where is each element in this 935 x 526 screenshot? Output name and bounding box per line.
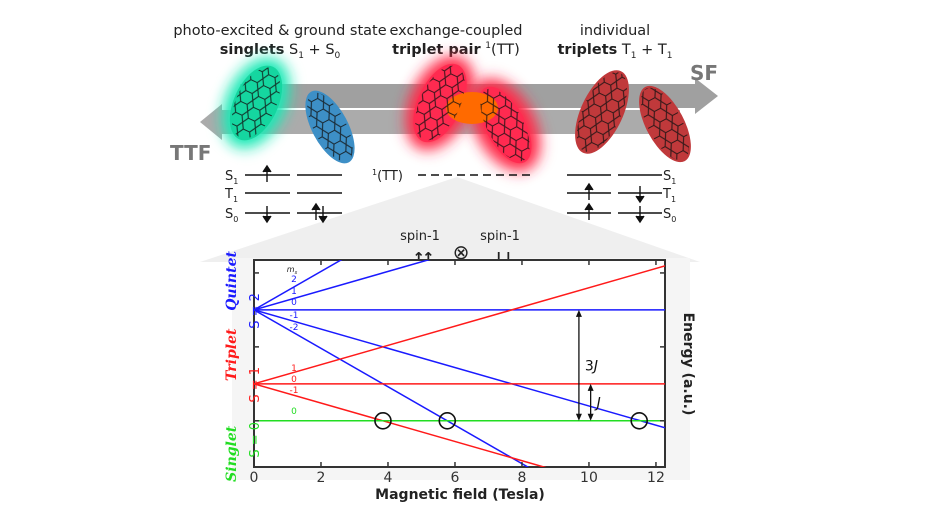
molecules — [222, 55, 691, 172]
ms-label: 0 — [291, 407, 297, 417]
heading-triplets-line1: individual — [580, 23, 650, 39]
x-axis-label: Magnetic field (Tesla) — [375, 487, 545, 503]
y-axis-label: Energy (a.u.) — [680, 313, 696, 416]
heading-singlets-line2: singlets S1 + S0 — [220, 42, 341, 61]
ms-header: ms — [287, 265, 298, 276]
x-tick-label: 2 — [317, 470, 326, 486]
ms-label: 0 — [291, 375, 297, 385]
heading-triplets-line2: triplets T1 + T1 — [558, 42, 673, 61]
level-label-t1-left: T1 — [224, 187, 238, 204]
ttf-label: TTF — [170, 141, 211, 165]
x-tick-label: 8 — [518, 470, 527, 486]
triplet-pair-molecules — [405, 55, 541, 172]
x-tick-label: 4 — [384, 470, 393, 486]
sf-label: SF — [690, 61, 718, 85]
ms-label: -1 — [290, 311, 299, 321]
level-label-s1-left: S1 — [225, 169, 238, 186]
ms-label: -2 — [290, 323, 299, 333]
level-label-s1-right: S1 — [663, 169, 676, 186]
level-line-quintet-ms-2 — [254, 309, 530, 467]
manifold-name-quintet: Quintet — [224, 251, 240, 311]
tensor-product-symbol: ⊗ — [453, 240, 470, 264]
individual-triplet-molecules — [575, 70, 691, 163]
x-tick-label: 6 — [451, 470, 460, 486]
level-label-s0-left: S0 — [225, 207, 238, 224]
manifold-name-singlet: Singlet — [224, 425, 240, 482]
spin-left-label: spin-1 — [400, 229, 440, 244]
tt-level-label: 1(TT) — [372, 168, 403, 184]
ms-label: 1 — [291, 364, 297, 374]
ms-label: 2 — [291, 275, 297, 285]
singlet-excited-molecule — [222, 57, 290, 149]
ms-label: 0 — [291, 298, 297, 308]
level-labels: S1 T1 S0 S1 T1 S0 1(TT) spin-1 spin-1 ⊗ … — [224, 168, 676, 267]
level-line-quintet-ms1 — [254, 260, 431, 311]
crossing-circle — [630, 411, 649, 430]
heading-pair-line1: exchange-coupled — [390, 23, 523, 39]
heading-pair-line2: triplet pair 1(TT) — [392, 41, 520, 58]
manifold-spin-quintet: S = 2 — [248, 293, 263, 329]
electron-arrows — [262, 164, 645, 224]
manifold-spin-triplet: S = 1 — [248, 367, 263, 403]
manifold-spin-singlet: S = 0 — [248, 422, 263, 458]
plot-area — [253, 259, 666, 468]
state-headings: photo-excited & ground state singlets S1… — [173, 23, 672, 61]
level-line-triplet-ms-1 — [254, 383, 547, 467]
level-label-t1-right: T1 — [662, 187, 676, 204]
energy-gap-label: 3J — [585, 358, 598, 374]
heading-singlets-line1: photo-excited & ground state — [173, 23, 386, 39]
level-line-quintet-ms-1 — [254, 309, 665, 429]
singlet-ground-molecule — [305, 90, 355, 164]
level-label-s0-right: S0 — [663, 207, 676, 224]
ms-label: 1 — [291, 287, 297, 297]
x-tick-label: 12 — [647, 470, 665, 486]
x-tick-label: 10 — [580, 470, 598, 486]
zoom-cone — [200, 177, 700, 262]
manifold-name-triplet: Triplet — [224, 328, 240, 381]
spin-right-label: spin-1 — [480, 229, 520, 244]
ms-label: -1 — [290, 386, 299, 396]
crossing-circle — [374, 411, 392, 430]
x-tick-label: 0 — [250, 470, 259, 486]
level-line-triplet-ms1 — [254, 265, 665, 385]
crossing-circle — [438, 411, 457, 430]
energy-gap-label: J — [594, 395, 601, 411]
level-line-quintet-ms2 — [254, 260, 343, 311]
